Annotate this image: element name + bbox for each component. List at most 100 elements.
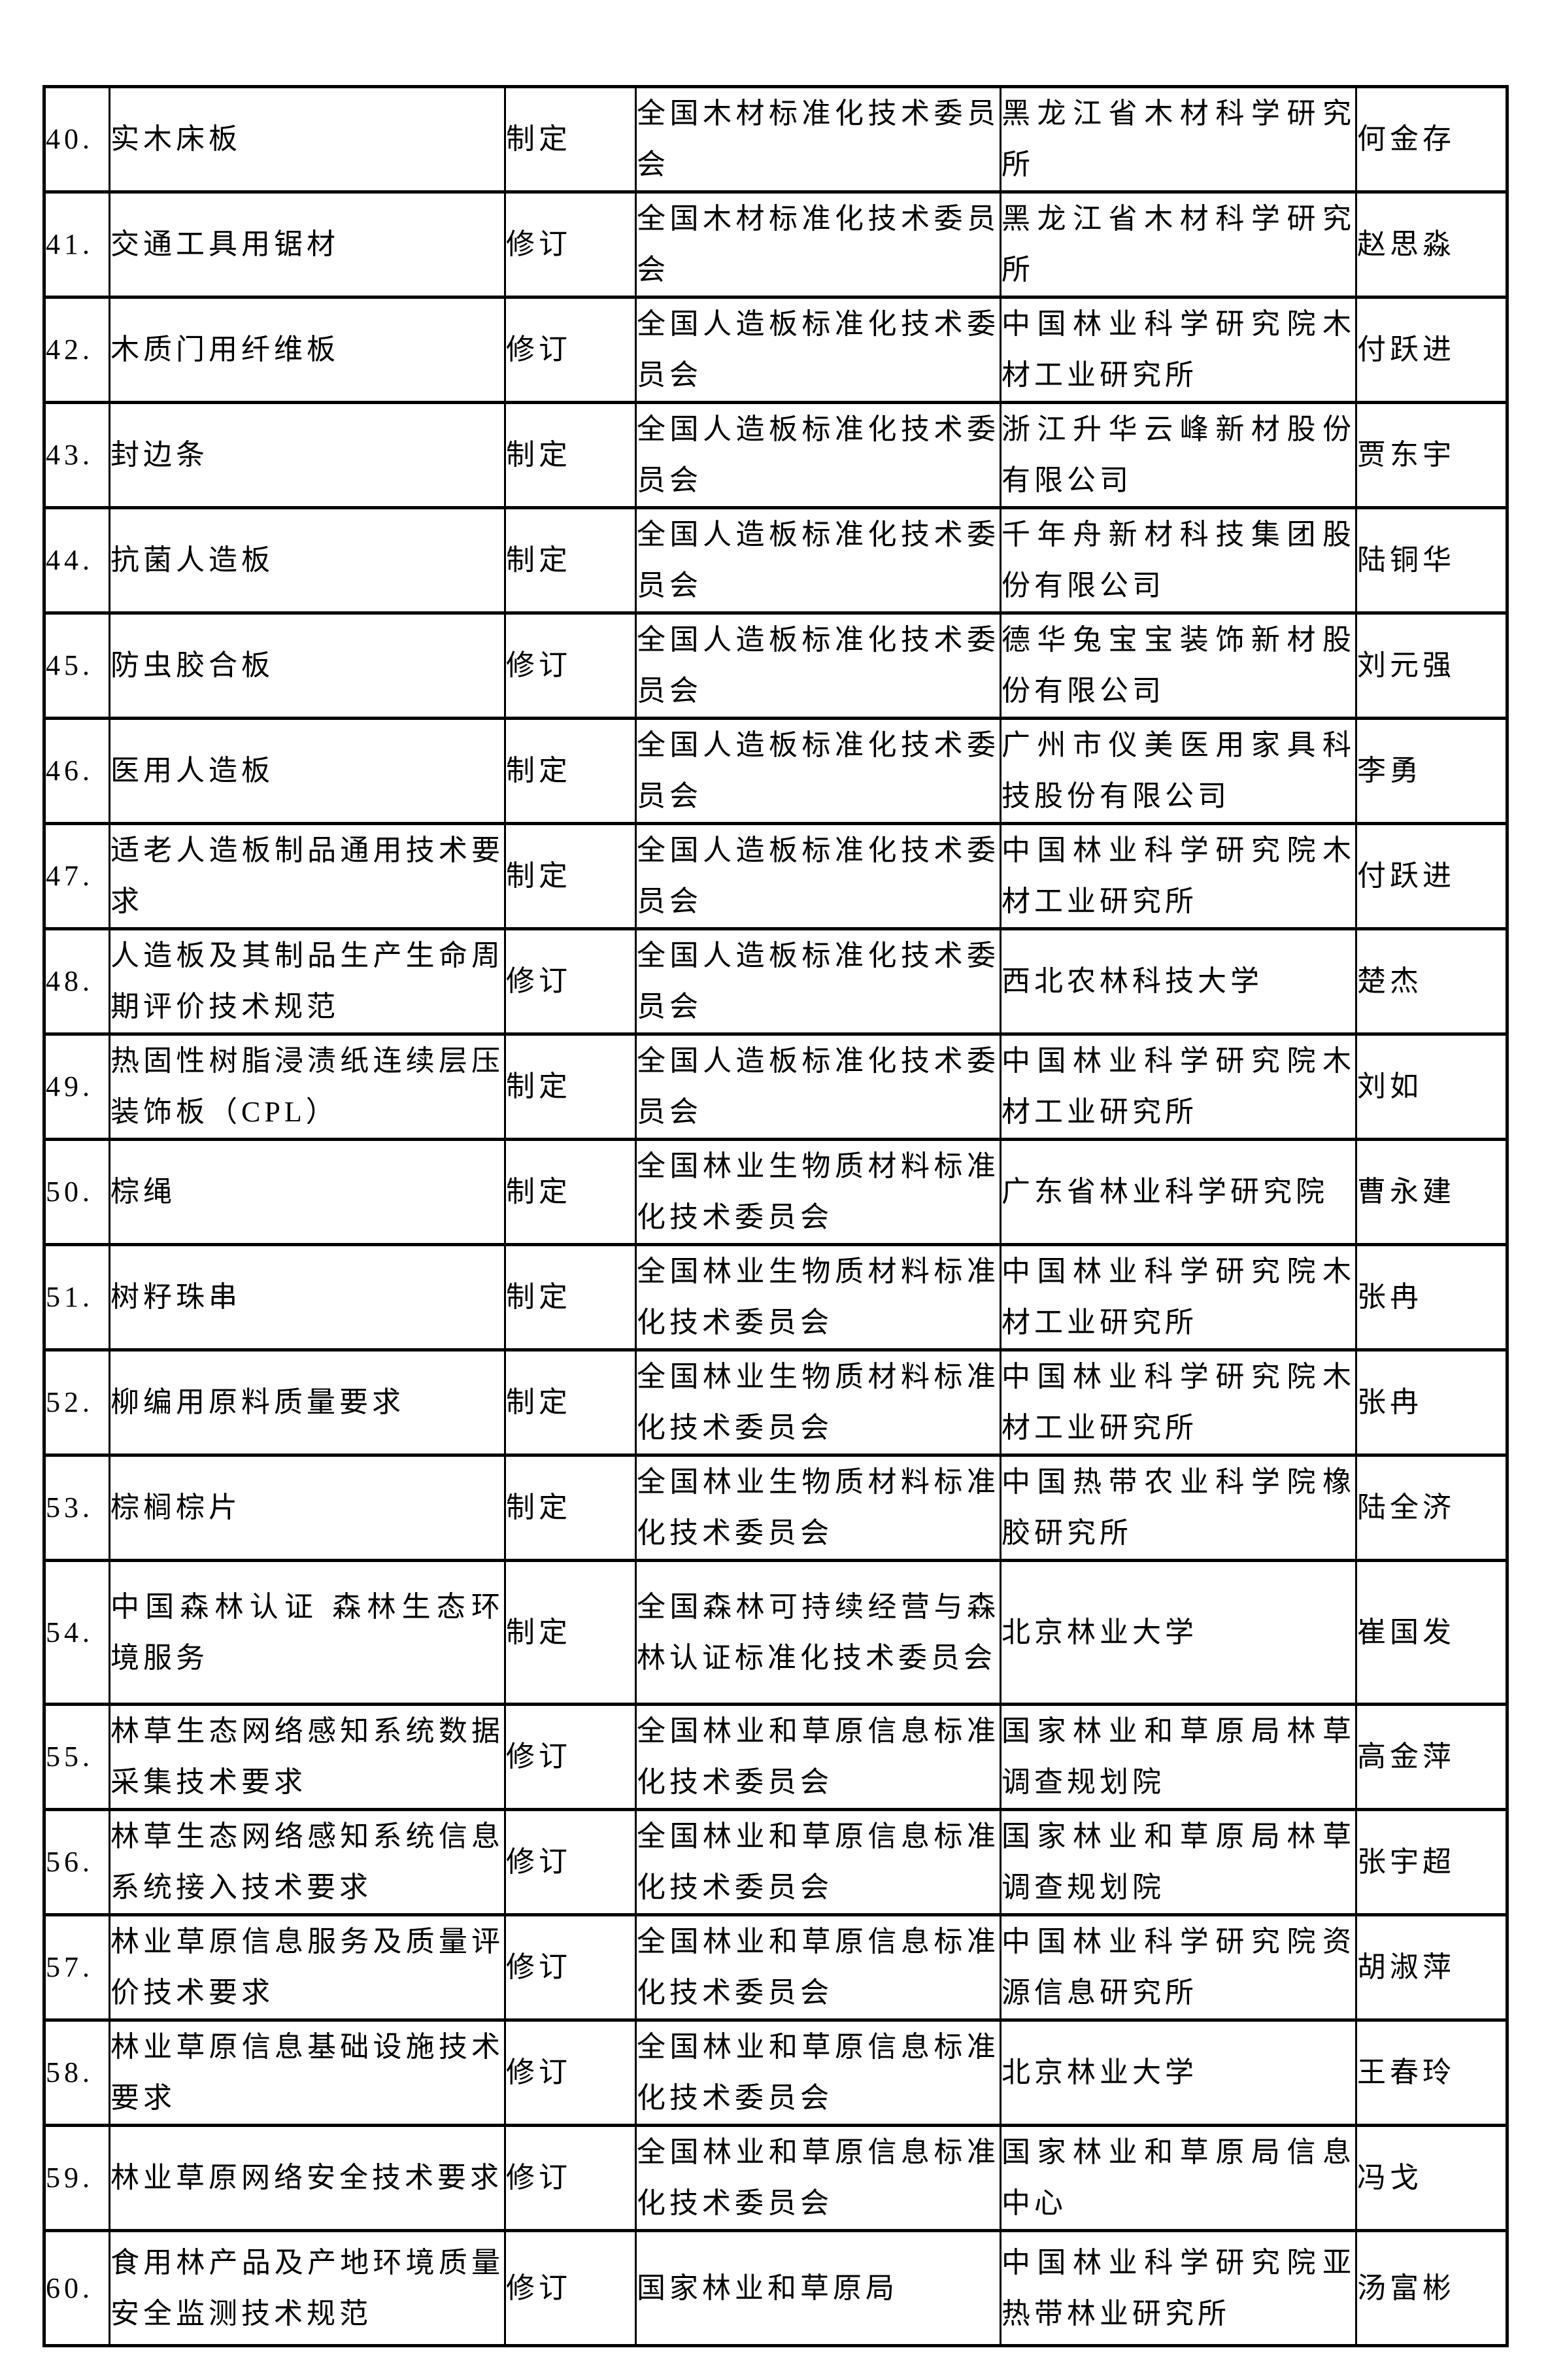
project-name-cell: 医用人造板 [109, 717, 506, 825]
table-row: 47. 适老人造板制品通用技术要求 制定 全国人造板标准化技术委员会 中国林业科学研究院… [43, 822, 1508, 930]
committee-cell: 全国森林可持续经营与森林认证标准化技术委员会 [635, 1559, 1001, 1706]
table-row: 54. 中国森林认证 森林生态环境服务 制定 全国森林可持续经营与森林认证标准化技术委… [43, 1559, 1508, 1706]
table-row: 40. 实木床板 制定 全国木材标准化技术委员会 黑龙江省木材科学研究所 何金存 [43, 85, 1508, 194]
committee-cell: 全国林业生物质材料标准化技术委员会 [635, 1454, 1001, 1562]
table-row: 55. 林草生态网络感知系统数据采集技术要求 修订 全国林业和草原信息标准化技术委员会… [43, 1703, 1508, 1811]
committee-cell: 全国林业和草原信息标准化技术委员会 [635, 2124, 1001, 2232]
table-row: 43. 封边条 制定 全国人造板标准化技术委员会 浙江升华云峰新材股份有限公司 贾东宇 [43, 401, 1508, 509]
row-number-cell: 47. [43, 822, 110, 930]
organization-cell: 国家林业和草原局林草调查规划院 [1000, 1808, 1357, 1916]
standards-table-body: 40. 实木床板 制定 全国木材标准化技术委员会 黑龙江省木材科学研究所 何金存 41. 交通… [43, 85, 1508, 2347]
row-number-cell: 41. [43, 190, 110, 299]
committee-cell: 全国木材标准化技术委员会 [635, 85, 1001, 194]
row-number-cell: 56. [43, 1808, 110, 1916]
row-number-cell: 60. [43, 2229, 110, 2347]
project-name-cell: 树籽珠串 [109, 1243, 506, 1352]
project-name-cell: 抗菌人造板 [109, 506, 506, 615]
table-row: 44. 抗菌人造板 制定 全国人造板标准化技术委员会 千年舟新材科技集团股份有限公司 陆铜… [43, 506, 1508, 615]
committee-cell: 全国人造板标准化技术委员会 [635, 927, 1001, 1036]
project-name-cell: 热固性树脂浸渍纸连续层压装饰板（CPL） [109, 1032, 506, 1141]
table-row: 42. 木质门用纤维板 修订 全国人造板标准化技术委员会 中国林业科学研究院木材工业研究… [43, 296, 1508, 404]
task-type-cell: 修订 [504, 927, 637, 1036]
row-number-cell: 54. [43, 1559, 110, 1706]
person-cell: 付跃进 [1355, 296, 1508, 404]
person-cell: 李勇 [1355, 717, 1508, 825]
organization-cell: 中国热带农业科学院橡胶研究所 [1000, 1454, 1357, 1562]
project-name-cell: 林业草原信息基础设施技术要求 [109, 2018, 506, 2127]
person-cell: 冯戈 [1355, 2124, 1508, 2232]
person-cell: 崔国发 [1355, 1559, 1508, 1706]
organization-cell: 黑龙江省木材科学研究所 [1000, 190, 1357, 299]
committee-cell: 全国人造板标准化技术委员会 [635, 506, 1001, 615]
row-number-cell: 40. [43, 85, 110, 194]
table-row: 48. 人造板及其制品生产生命周期评价技术规范 修订 全国人造板标准化技术委员会 西北农… [43, 927, 1508, 1036]
organization-cell: 中国林业科学研究院木材工业研究所 [1000, 1243, 1357, 1352]
person-cell: 贾东宇 [1355, 401, 1508, 509]
row-number-cell: 46. [43, 717, 110, 825]
row-number-cell: 58. [43, 2018, 110, 2127]
person-cell: 张冉 [1355, 1348, 1508, 1457]
table-row: 56. 林草生态网络感知系统信息系统接入技术要求 修订 全国林业和草原信息标准化技术委… [43, 1808, 1508, 1916]
row-number-cell: 50. [43, 1138, 110, 1246]
table-row: 46. 医用人造板 制定 全国人造板标准化技术委员会 广州市仪美医用家具科技股份有限公司… [43, 717, 1508, 825]
task-type-cell: 制定 [504, 1454, 637, 1562]
committee-cell: 全国人造板标准化技术委员会 [635, 401, 1001, 509]
row-number-cell: 59. [43, 2124, 110, 2232]
table-row: 60. 食用林产品及产地环境质量安全监测技术规范 修订 国家林业和草原局 中国林业科学研… [43, 2229, 1508, 2347]
row-number-cell: 53. [43, 1454, 110, 1562]
task-type-cell: 制定 [504, 1348, 637, 1457]
row-number-cell: 52. [43, 1348, 110, 1457]
organization-cell: 北京林业大学 [1000, 1559, 1357, 1706]
project-name-cell: 柳编用原料质量要求 [109, 1348, 506, 1457]
table-row: 57. 林业草原信息服务及质量评价技术要求 修订 全国林业和草原信息标准化技术委员会中… [43, 1913, 1508, 2022]
person-cell: 陆全济 [1355, 1454, 1508, 1562]
row-number-cell: 57. [43, 1913, 110, 2022]
person-cell: 刘元强 [1355, 611, 1508, 720]
organization-cell: 德华兔宝宝装饰新材股份有限公司 [1000, 611, 1357, 720]
project-name-cell: 林草生态网络感知系统数据采集技术要求 [109, 1703, 506, 1811]
person-cell: 胡淑萍 [1355, 1913, 1508, 2022]
row-number-cell: 51. [43, 1243, 110, 1352]
committee-cell: 全国林业生物质材料标准化技术委员会 [635, 1348, 1001, 1457]
organization-cell: 千年舟新材科技集团股份有限公司 [1000, 506, 1357, 615]
organization-cell: 国家林业和草原局林草调查规划院 [1000, 1703, 1357, 1811]
committee-cell: 全国林业和草原信息标准化技术委员会 [635, 1808, 1001, 1916]
project-name-cell: 棕榈棕片 [109, 1454, 506, 1562]
project-name-cell: 封边条 [109, 401, 506, 509]
row-number-cell: 55. [43, 1703, 110, 1811]
person-cell: 刘如 [1355, 1032, 1508, 1141]
task-type-cell: 修订 [504, 2124, 637, 2232]
task-type-cell: 制定 [504, 822, 637, 930]
project-name-cell: 林业草原网络安全技术要求 [109, 2124, 506, 2232]
organization-cell: 黑龙江省木材科学研究所 [1000, 85, 1357, 194]
person-cell: 陆铜华 [1355, 506, 1508, 615]
organization-cell: 中国林业科学研究院亚热带林业研究所 [1000, 2229, 1357, 2347]
person-cell: 张冉 [1355, 1243, 1508, 1352]
row-number-cell: 43. [43, 401, 110, 509]
project-name-cell: 林业草原信息服务及质量评价技术要求 [109, 1913, 506, 2022]
committee-cell: 全国木材标准化技术委员会 [635, 190, 1001, 299]
project-name-cell: 木质门用纤维板 [109, 296, 506, 404]
person-cell: 何金存 [1355, 85, 1508, 194]
table-row: 45. 防虫胶合板 修订 全国人造板标准化技术委员会 德华兔宝宝装饰新材股份有限公司 刘元… [43, 611, 1508, 720]
person-cell: 王春玲 [1355, 2018, 1508, 2127]
table-row: 52. 柳编用原料质量要求 制定 全国林业生物质材料标准化技术委员会 中国林业科学研究院… [43, 1348, 1508, 1457]
task-type-cell: 修订 [504, 190, 637, 299]
committee-cell: 全国人造板标准化技术委员会 [635, 822, 1001, 930]
person-cell: 汤富彬 [1355, 2229, 1508, 2347]
task-type-cell: 制定 [504, 1138, 637, 1246]
task-type-cell: 制定 [504, 1032, 637, 1141]
task-type-cell: 修订 [504, 1913, 637, 2022]
row-number-cell: 42. [43, 296, 110, 404]
table-row: 51. 树籽珠串 制定 全国林业生物质材料标准化技术委员会 中国林业科学研究院木材工业研… [43, 1243, 1508, 1352]
organization-cell: 中国林业科学研究院木材工业研究所 [1000, 1032, 1357, 1141]
task-type-cell: 修订 [504, 2018, 637, 2127]
task-type-cell: 制定 [504, 1559, 637, 1706]
row-number-cell: 45. [43, 611, 110, 720]
organization-cell: 广州市仪美医用家具科技股份有限公司 [1000, 717, 1357, 825]
table-row: 58. 林业草原信息基础设施技术要求 修订 全国林业和草原信息标准化技术委员会 北京林业… [43, 2018, 1508, 2127]
person-cell: 付跃进 [1355, 822, 1508, 930]
committee-cell: 全国林业和草原信息标准化技术委员会 [635, 1913, 1001, 2022]
task-type-cell: 制定 [504, 506, 637, 615]
